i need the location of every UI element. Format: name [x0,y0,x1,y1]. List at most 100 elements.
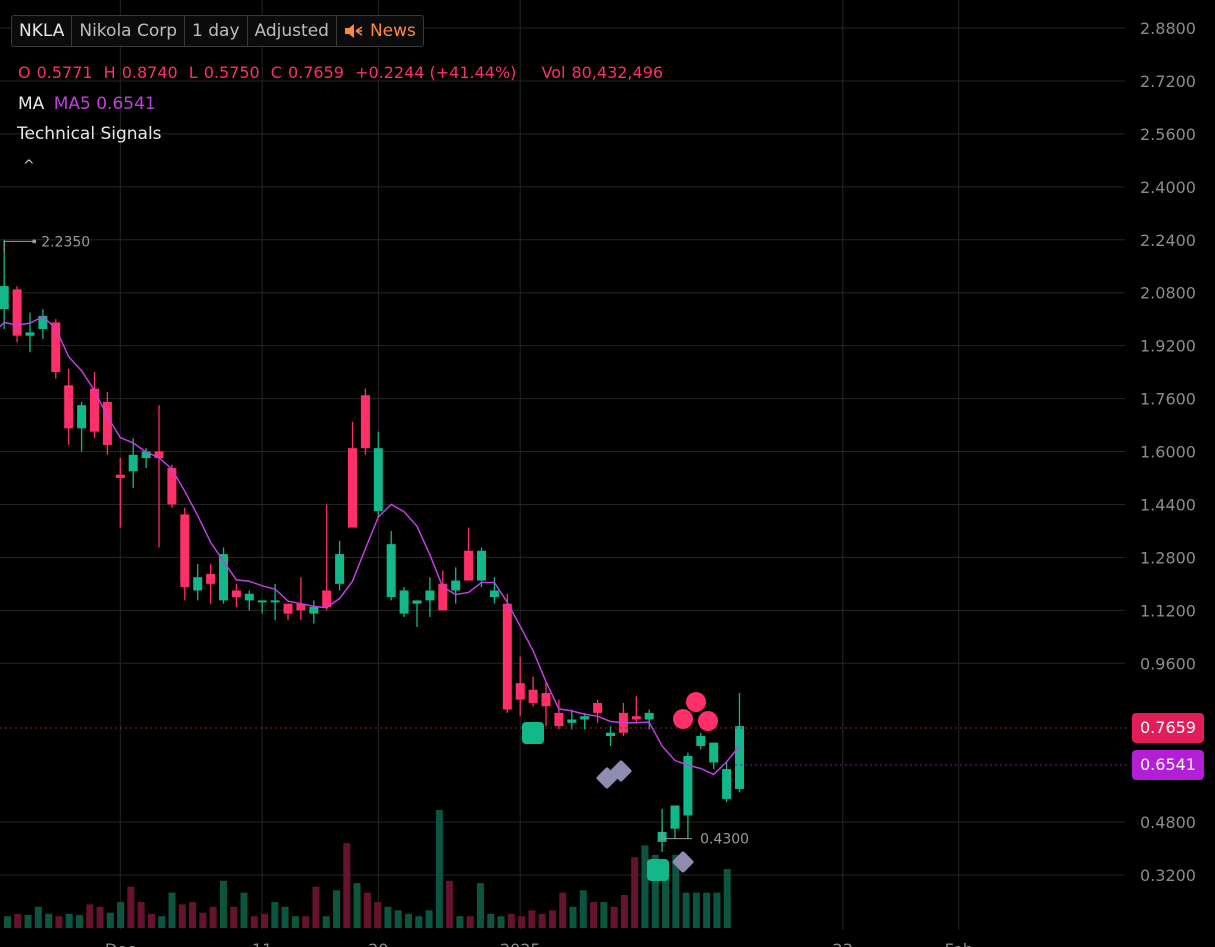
candle-body [193,577,203,591]
speaker-icon [344,24,363,38]
collapse-caret-icon[interactable]: ^ [23,158,35,174]
volume-bar [86,904,94,928]
technical-signals-toggle[interactable]: Technical Signals [17,124,162,144]
volume-bar [518,916,526,928]
candle-body [335,554,345,584]
candle-body [0,286,9,310]
volume-bar [240,892,248,928]
volume-bar [497,916,505,928]
volume-bar [4,916,11,928]
volume-value: 80,432,496 [571,63,664,82]
ma5-price-tag: 0.6541 [1132,750,1204,780]
volume-bar [703,892,711,928]
candle-body [38,315,48,330]
volume-bar [425,910,433,928]
volume-bar [662,873,670,928]
candle-body [709,742,719,763]
volume-bar [219,880,227,928]
volume-bar [199,912,207,928]
adjust-button[interactable]: Adjusted [248,16,337,46]
x-tick-label: 11 [252,940,272,947]
candle-body [154,451,164,459]
company-name[interactable]: Nikola Corp [72,16,186,46]
ma5-value: MA5 0.6541 [53,94,156,114]
candle-body [735,726,744,789]
candle-body [64,385,74,429]
candle-body [412,600,422,604]
volume-bar [209,906,217,928]
candle-body [25,332,35,336]
candle-body [231,590,241,598]
volume-label: Vol [541,63,566,82]
low-value: 0.5750 [203,63,260,82]
open-label: O [18,63,31,82]
y-tick-label: 1.6000 [1140,443,1196,462]
candle-body [51,322,61,373]
candle-body [580,716,590,720]
low-marker [661,828,693,840]
volume-bar [631,857,639,928]
last-price-tag: 0.7659 [1132,713,1204,743]
volume-bar [14,913,22,928]
neutral-signal-icon [672,851,694,873]
x-tick-label: 23 [833,940,853,947]
candle-body [696,736,706,746]
candle-body [128,454,138,472]
volume-bar [117,902,125,928]
y-tick-label: 1.2800 [1140,548,1196,567]
y-tick-label: 2.7200 [1140,72,1196,91]
y-tick-label: 1.1200 [1140,601,1196,620]
candle-body [567,719,577,723]
y-tick-label: 1.9200 [1140,337,1196,356]
volume-bar [75,915,83,928]
volume-bar [415,916,423,928]
interval-button[interactable]: 1 day [185,16,248,46]
candle-body [360,395,370,449]
volume-bar [250,916,258,928]
volume-bar [456,916,464,928]
candle-body [438,583,448,611]
ma5-line [0,315,741,776]
ma-label: MA [18,94,45,114]
candle-body [606,732,615,737]
volume-bar [178,904,186,928]
candle-body [296,603,306,611]
candle-body [167,468,177,505]
volume-bar [363,892,371,928]
volume-bar [261,913,269,928]
sell-signal-icon [698,711,718,731]
y-tick-label: 2.5600 [1140,125,1196,144]
candle-body [502,603,512,710]
volume-bar [600,902,608,928]
symbol-button[interactable]: NKLA [12,16,73,46]
volume-bar [651,854,659,928]
volume-bar [189,902,197,928]
volume-bar [333,890,341,928]
volume-bar [404,913,412,928]
candle-body [554,712,564,727]
volume-bar [65,913,73,928]
candle-body [644,712,654,720]
ma-legend[interactable]: MA MA5 0.6541 [18,94,156,114]
volume-bar [394,910,402,928]
volume-bar [641,845,649,928]
volume-bar [476,883,484,928]
volume-bar [168,892,176,928]
volume-bar [507,913,515,928]
y-tick-label: 2.8800 [1140,19,1196,38]
candle-body [90,388,99,432]
volume-bar [322,916,330,928]
x-tick-label: 2025 [500,940,541,947]
volume-bar [302,916,310,928]
high-dot [32,239,37,244]
change-value: +0.2244 (+41.44%) [355,63,517,82]
news-button[interactable]: News [337,16,423,46]
high-label: H [103,63,116,82]
volume-bar [610,906,618,928]
close-label: C [270,63,282,82]
x-tick-label: 20 [368,940,388,947]
volume-bar [713,892,721,928]
volume-bar [446,880,454,928]
